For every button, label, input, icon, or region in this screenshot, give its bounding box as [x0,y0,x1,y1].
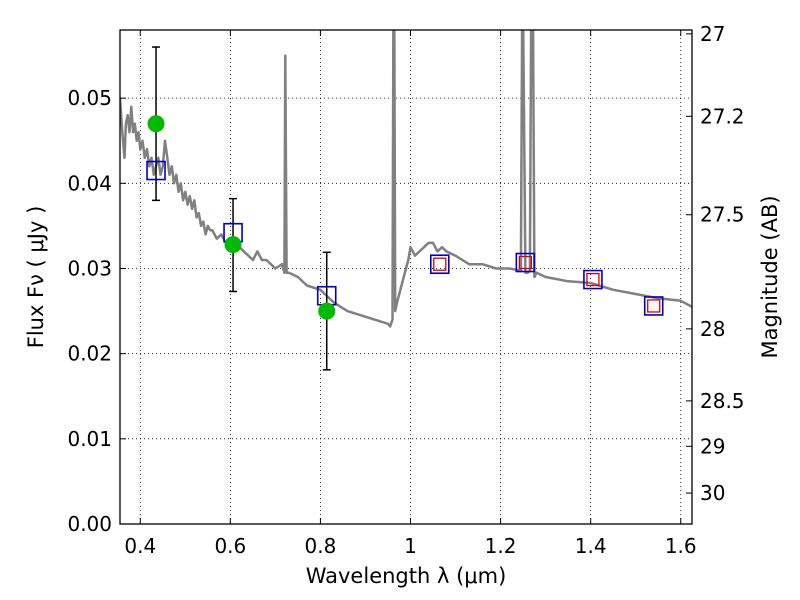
y2-tick-label: 27.2 [700,104,745,128]
blue-square-marker [515,252,536,273]
y2-tick-label: 28.5 [700,389,745,413]
marker-layer [146,46,664,371]
x-tick-label: 1.6 [665,534,697,558]
plot-frame [119,29,693,525]
blue-square-marker [429,254,450,275]
green-data-point [224,236,242,254]
x-tick-label: 0.6 [214,534,246,558]
red-square-marker [518,255,533,270]
y2-tick-label: 27.5 [700,203,745,227]
x-tick-label: 1 [404,534,417,558]
spectrum-line [120,30,692,328]
red-square-marker [647,299,661,313]
tick-layer: 0.4 0.6 0.8 1 1.2 1.4 1.6 0.00 0.01 0.02 0.03 0.04 0… [67,22,744,558]
y2-tick-label: 27 [700,22,725,46]
blue-square-marker [643,296,664,316]
green-data-point [147,115,165,133]
green-data-point [318,302,336,320]
x-tick-label: 0.4 [124,534,156,558]
y-axis-label: Flux Fν ( μJy ) [24,206,48,349]
y2-tick-label: 28 [700,317,725,341]
y-tick-label: 0.02 [67,342,112,366]
x-tick-label: 1.4 [575,534,607,558]
x-axis-label: Wavelength λ (μm) [306,564,507,588]
spectrum-layer [120,30,692,328]
grid [120,30,692,524]
blue-square-marker [583,269,603,290]
red-square-marker [586,272,600,287]
y-tick-label: 0.04 [67,171,112,195]
y2-tick-label: 30 [700,481,725,505]
y2-tick-label: 29 [700,434,725,458]
y-tick-label: 0.05 [67,86,112,110]
y2-axis-label: Magnitude (AB) [758,195,782,358]
y-tick-label: 0.01 [67,427,112,451]
blue-square-marker [146,160,166,181]
red-square-marker [433,257,447,271]
y-tick-label: 0.03 [67,256,112,280]
x-tick-label: 0.8 [305,534,337,558]
y-tick-label: 0.00 [67,512,112,536]
x-tick-label: 1.2 [485,534,517,558]
